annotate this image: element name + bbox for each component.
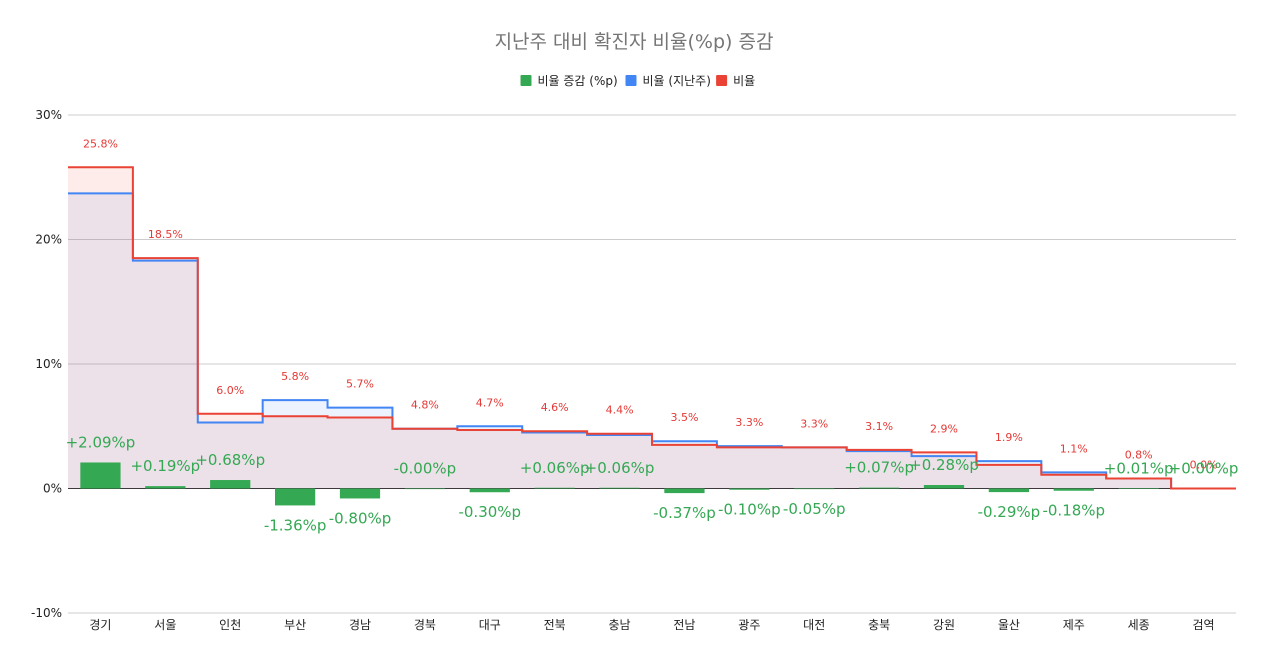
- x-tick-label: 경남: [349, 618, 371, 632]
- gridlines: [68, 114, 1236, 614]
- rate-data-label: 4.4%: [606, 404, 634, 417]
- rate-data-label: 3.3%: [800, 417, 828, 430]
- bars: [80, 462, 1224, 506]
- diff-data-label: -1.36%p: [264, 516, 327, 534]
- legend-label: 비율 (지난주): [643, 74, 711, 88]
- bar: [469, 488, 510, 493]
- x-tick-label: 충북: [868, 618, 890, 632]
- bar: [858, 487, 900, 489]
- x-tick-label: 충남: [609, 618, 631, 632]
- y-tick-label: -10%: [31, 606, 62, 620]
- rate-data-label: 2.9%: [930, 422, 958, 435]
- legend: 비율 증감 (%p) 비율 (지난주) 비율: [520, 74, 755, 88]
- x-tick-label: 전남: [673, 618, 695, 632]
- bar: [1118, 488, 1159, 489]
- rate-data-label: 25.8%: [83, 137, 118, 150]
- diff-data-label: +2.09%p: [66, 433, 136, 451]
- diff-data-label: -0.00%p: [394, 460, 457, 478]
- x-tick-label: 부산: [284, 618, 306, 632]
- diff-data-label: -0.29%p: [978, 503, 1041, 521]
- diff-data-label: +0.68%p: [195, 451, 265, 469]
- chart-title: 지난주 대비 확진자 비율(%p) 증감: [495, 31, 774, 53]
- bar: [274, 488, 316, 506]
- legend-swatch: [716, 75, 728, 86]
- step-areas: [68, 167, 1236, 489]
- area-current: [68, 167, 1236, 489]
- rate-data-label: 18.5%: [148, 228, 183, 241]
- rate-data-label: 1.9%: [995, 431, 1023, 444]
- x-tick-label: 제주: [1063, 618, 1085, 632]
- bar: [80, 462, 121, 489]
- rate-data-label: 5.8%: [281, 370, 309, 383]
- x-tick-label: 대전: [803, 618, 825, 632]
- rate-data-label: 4.8%: [411, 399, 439, 412]
- diff-data-label: -0.80%p: [329, 509, 392, 527]
- x-tick-label: 인천: [219, 617, 241, 632]
- rate-data-label: 0.0%: [1190, 459, 1218, 472]
- rate-data-label: 3.5%: [670, 411, 698, 424]
- diff-data-label: +0.07%p: [844, 459, 914, 477]
- bar: [988, 488, 1030, 493]
- x-tick-label: 세종: [1128, 618, 1150, 632]
- legend-label: 비율 증감 (%p): [538, 74, 618, 88]
- diff-data-label: -0.18%p: [1042, 502, 1105, 520]
- diff-data-label: +0.19%p: [130, 457, 200, 475]
- legend-swatch: [625, 75, 637, 86]
- rate-data-label: 4.7%: [476, 396, 504, 409]
- rate-data-label: 5.7%: [346, 378, 374, 391]
- y-tick-label: 10%: [35, 357, 62, 371]
- x-tick-label: 검역: [1193, 618, 1215, 632]
- data-labels: 25.8% 18.5% 6.0% 5.8% 5.7% 4.8% 4.7% 4.6% 4.4% 3.…: [66, 137, 1239, 534]
- x-tick-label: 경북: [414, 618, 436, 632]
- y-tick-label: 0%: [43, 482, 62, 496]
- bar: [210, 480, 251, 489]
- rate-data-label: 0.8%: [1125, 449, 1153, 462]
- legend-swatch: [520, 75, 532, 86]
- diff-data-label: +0.01%p: [1104, 459, 1174, 477]
- rate-data-label: 3.3%: [735, 416, 763, 429]
- bar: [599, 487, 640, 489]
- x-tick-label: 서울: [154, 618, 176, 632]
- bar: [1053, 488, 1094, 491]
- bar: [729, 488, 770, 490]
- bar: [145, 486, 186, 489]
- diff-data-label: +0.06%p: [585, 459, 655, 477]
- bar: [794, 488, 835, 490]
- bar: [664, 488, 705, 494]
- legend-label: 비율: [733, 74, 755, 88]
- diff-data-label: +0.28%p: [909, 456, 979, 474]
- rate-data-label: 1.1%: [1060, 442, 1088, 455]
- area-prev-week: [68, 193, 1236, 489]
- y-tick-label: 30%: [35, 108, 62, 122]
- bar: [404, 488, 446, 490]
- x-tick-label: 울산: [998, 618, 1020, 632]
- y-tick-label: 20%: [35, 233, 62, 247]
- diff-data-label: +0.06%p: [520, 459, 590, 477]
- x-tick-label: 강원: [933, 618, 955, 632]
- rate-data-label: 4.6%: [541, 401, 569, 414]
- bar: [339, 488, 381, 499]
- step-lines: [68, 166, 1236, 490]
- diff-data-label: -0.37%p: [653, 504, 716, 522]
- x-tick-label: 대구: [479, 618, 501, 632]
- rate-data-label: 6.0%: [216, 384, 244, 397]
- x-axis: 경기 서울 인천 부산 경남 경북 대구 전북 충남 전남 광주 대전 충북 강원 울산 제주 세종 검역: [89, 617, 1214, 632]
- line-current: [68, 166, 1236, 490]
- bar: [923, 485, 965, 489]
- x-tick-label: 전북: [544, 618, 566, 632]
- x-tick-label: 경기: [89, 618, 111, 632]
- diff-data-label: -0.05%p: [783, 500, 846, 518]
- diff-data-label: +0.00%p: [1169, 460, 1239, 478]
- x-tick-label: 광주: [738, 618, 760, 632]
- diff-data-label: -0.10%p: [718, 501, 781, 519]
- bar: [534, 487, 575, 489]
- y-axis: -10% 0% 10% 20% 30%: [31, 108, 62, 620]
- rate-data-label: 3.1%: [865, 420, 893, 433]
- diff-data-label: -0.30%p: [458, 503, 521, 521]
